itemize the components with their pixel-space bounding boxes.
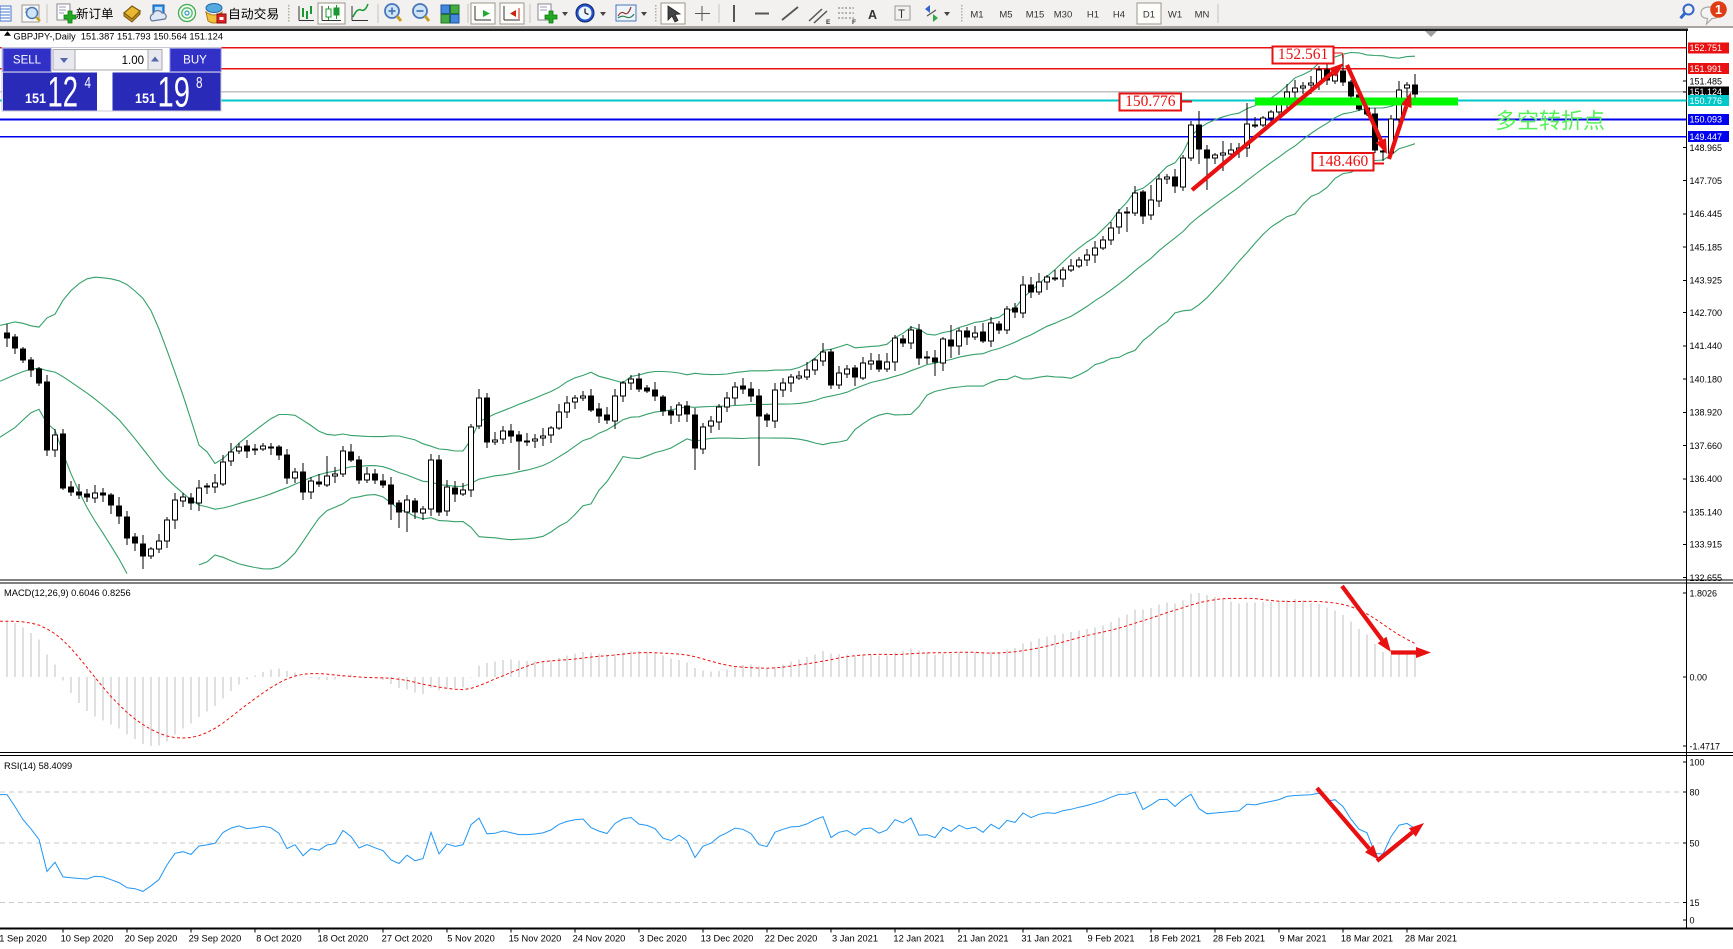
svg-text:100: 100 <box>1690 758 1705 768</box>
svg-text:12: 12 <box>48 69 79 117</box>
svg-text:147.705: 147.705 <box>1690 176 1723 186</box>
svg-text:D1: D1 <box>1143 10 1155 21</box>
svg-text:151.991: 151.991 <box>1690 64 1723 74</box>
svg-text:151.124: 151.124 <box>1690 87 1723 97</box>
svg-text:150.093: 150.093 <box>1690 115 1723 125</box>
svg-text:W1: W1 <box>1168 10 1182 21</box>
svg-text:M1: M1 <box>970 10 983 21</box>
svg-text:H1: H1 <box>1087 10 1099 21</box>
svg-text:151: 151 <box>135 90 156 106</box>
svg-text:RSI(14) 58.4099: RSI(14) 58.4099 <box>4 761 72 771</box>
svg-text:5 Nov 2020: 5 Nov 2020 <box>447 934 495 944</box>
svg-text:8 Oct 2020: 8 Oct 2020 <box>256 934 301 944</box>
svg-text:1.00: 1.00 <box>122 55 144 67</box>
svg-text:133.915: 133.915 <box>1690 540 1723 550</box>
svg-text:21 Jan 2021: 21 Jan 2021 <box>957 934 1008 944</box>
svg-text:1 Sep 2020: 1 Sep 2020 <box>0 934 47 944</box>
svg-text:24 Nov 2020: 24 Nov 2020 <box>573 934 626 944</box>
svg-text:142.700: 142.700 <box>1690 308 1723 318</box>
svg-text:80: 80 <box>1690 787 1700 797</box>
svg-text:31 Jan 2021: 31 Jan 2021 <box>1021 934 1072 944</box>
svg-text:135.140: 135.140 <box>1690 507 1723 517</box>
svg-text:T: T <box>898 9 905 21</box>
svg-text:4: 4 <box>85 75 92 92</box>
svg-text:E: E <box>826 19 831 26</box>
svg-text:9 Feb 2021: 9 Feb 2021 <box>1087 934 1134 944</box>
svg-text:150.776: 150.776 <box>1690 96 1723 106</box>
svg-text:28 Feb 2021: 28 Feb 2021 <box>1213 934 1265 944</box>
svg-text:M5: M5 <box>999 10 1012 21</box>
svg-text:GBPJPY-,Daily 151.387 151.793: GBPJPY-,Daily 151.387 151.793 150.564 15… <box>14 32 224 42</box>
svg-text:15: 15 <box>1690 898 1700 908</box>
svg-text:152.751: 152.751 <box>1690 43 1723 53</box>
svg-text:M15: M15 <box>1026 10 1044 21</box>
svg-text:50: 50 <box>1690 838 1700 848</box>
svg-text:12 Jan 2021: 12 Jan 2021 <box>893 934 944 944</box>
svg-text:28 Mar 2021: 28 Mar 2021 <box>1405 934 1457 944</box>
svg-text:22 Dec 2020: 22 Dec 2020 <box>765 934 818 944</box>
svg-text:0: 0 <box>1690 916 1695 926</box>
svg-text:148.965: 148.965 <box>1690 143 1723 153</box>
svg-text:F: F <box>852 19 856 26</box>
svg-text:A: A <box>868 8 877 22</box>
svg-text:143.925: 143.925 <box>1690 276 1723 286</box>
svg-text:152.561: 152.561 <box>1278 46 1328 63</box>
svg-text:3 Jan 2021: 3 Jan 2021 <box>832 934 878 944</box>
svg-text:140.180: 140.180 <box>1690 374 1723 384</box>
svg-text:18 Oct 2020: 18 Oct 2020 <box>318 934 369 944</box>
svg-text:H4: H4 <box>1113 10 1125 21</box>
svg-text:1.8026: 1.8026 <box>1690 589 1718 599</box>
svg-text:145.185: 145.185 <box>1690 242 1723 252</box>
svg-text:M30: M30 <box>1054 10 1072 21</box>
svg-text:20 Sep 2020: 20 Sep 2020 <box>125 934 178 944</box>
svg-text:18 Feb 2021: 18 Feb 2021 <box>1149 934 1201 944</box>
svg-text:150.776: 150.776 <box>1125 93 1176 110</box>
svg-text:19: 19 <box>158 69 191 117</box>
svg-text:132.655: 132.655 <box>1690 573 1723 583</box>
svg-text:10 Sep 2020: 10 Sep 2020 <box>61 934 114 944</box>
svg-text:27 Oct 2020: 27 Oct 2020 <box>382 934 433 944</box>
svg-text:146.445: 146.445 <box>1690 209 1723 219</box>
svg-text:MN: MN <box>1195 10 1210 21</box>
svg-text:29 Sep 2020: 29 Sep 2020 <box>189 934 242 944</box>
svg-text:138.920: 138.920 <box>1690 408 1723 418</box>
svg-text:13 Dec 2020: 13 Dec 2020 <box>701 934 754 944</box>
svg-text:151: 151 <box>25 90 46 106</box>
svg-text:1: 1 <box>1715 3 1722 17</box>
svg-text:BUY: BUY <box>183 55 207 67</box>
svg-text:151.485: 151.485 <box>1690 76 1723 86</box>
svg-text:0.00: 0.00 <box>1690 673 1708 683</box>
svg-text:149.447: 149.447 <box>1690 132 1723 142</box>
svg-text:9 Mar 2021: 9 Mar 2021 <box>1279 934 1326 944</box>
svg-text:137.660: 137.660 <box>1690 441 1723 451</box>
svg-text:SELL: SELL <box>13 55 42 67</box>
svg-text:141.440: 141.440 <box>1690 341 1723 351</box>
svg-text:-1.4717: -1.4717 <box>1690 741 1721 751</box>
svg-text:136.400: 136.400 <box>1690 474 1723 484</box>
svg-text:18 Mar 2021: 18 Mar 2021 <box>1341 934 1393 944</box>
svg-text:15 Nov 2020: 15 Nov 2020 <box>509 934 562 944</box>
svg-text:8: 8 <box>196 75 203 92</box>
svg-text:148.460: 148.460 <box>1318 153 1369 170</box>
svg-text:3 Dec 2020: 3 Dec 2020 <box>639 934 687 944</box>
svg-text:MACD(12,26,9) 0.6046 0.8256: MACD(12,26,9) 0.6046 0.8256 <box>4 588 131 598</box>
